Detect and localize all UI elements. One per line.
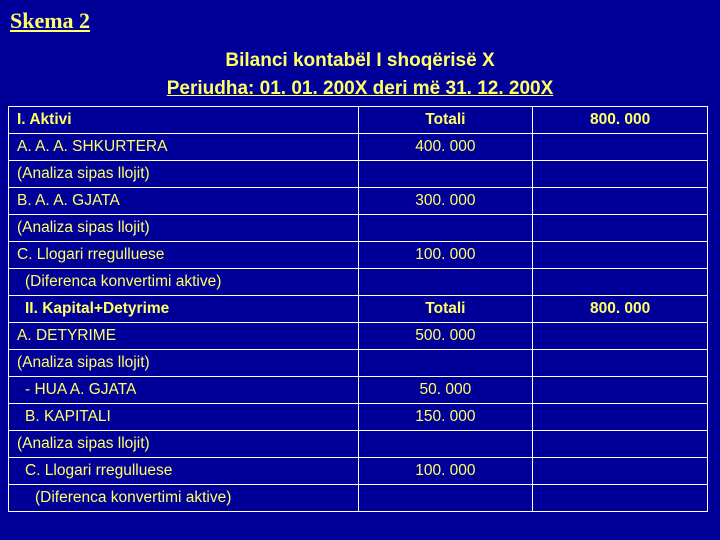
- row-subtotal: [358, 215, 533, 242]
- table-row: I. AktiviTotali800. 000: [9, 107, 708, 134]
- table-row: A. DETYRIME500. 000: [9, 323, 708, 350]
- row-subtotal: 100. 000: [358, 458, 533, 485]
- row-total: [533, 431, 708, 458]
- row-subtotal: [358, 350, 533, 377]
- row-label: - HUA A. GJATA: [9, 377, 359, 404]
- row-total: [533, 161, 708, 188]
- row-total: [533, 269, 708, 296]
- table-row: (Diferenca konvertimi aktive): [9, 485, 708, 512]
- table-row: A. A. A. SHKURTERA400. 000: [9, 134, 708, 161]
- table-row: (Analiza sipas llojit): [9, 431, 708, 458]
- row-subtotal: 150. 000: [358, 404, 533, 431]
- row-total: [533, 242, 708, 269]
- balance-subtitle: Bilanci kontabël I shoqërisë X: [0, 36, 720, 76]
- row-label: (Diferenca konvertimi aktive): [9, 269, 359, 296]
- row-subtotal: 500. 000: [358, 323, 533, 350]
- row-label: (Analiza sipas llojit): [9, 431, 359, 458]
- row-label: A. DETYRIME: [9, 323, 359, 350]
- row-total: [533, 188, 708, 215]
- row-subtotal: [358, 485, 533, 512]
- table-row: II. Kapital+DetyrimeTotali800. 000: [9, 296, 708, 323]
- row-total: [533, 215, 708, 242]
- row-total: [533, 404, 708, 431]
- row-label: II. Kapital+Detyrime: [9, 296, 359, 323]
- row-subtotal: [358, 431, 533, 458]
- row-label: C. Llogari rregulluese: [9, 242, 359, 269]
- table-row: - HUA A. GJATA50. 000: [9, 377, 708, 404]
- table-row: C. Llogari rregulluese100. 000: [9, 458, 708, 485]
- row-subtotal: 100. 000: [358, 242, 533, 269]
- table-row: (Analiza sipas llojit): [9, 215, 708, 242]
- row-subtotal: [358, 269, 533, 296]
- row-label: A. A. A. SHKURTERA: [9, 134, 359, 161]
- row-subtotal: [358, 161, 533, 188]
- table-row: B. KAPITALI150. 000: [9, 404, 708, 431]
- table-row: C. Llogari rregulluese100. 000: [9, 242, 708, 269]
- row-total: [533, 350, 708, 377]
- row-total: [533, 377, 708, 404]
- row-total: [533, 134, 708, 161]
- row-total: 800. 000: [533, 296, 708, 323]
- balance-table: I. AktiviTotali800. 000A. A. A. SHKURTER…: [8, 106, 708, 512]
- row-label: B. KAPITALI: [9, 404, 359, 431]
- row-label: (Analiza sipas llojit): [9, 215, 359, 242]
- table-row: (Diferenca konvertimi aktive): [9, 269, 708, 296]
- row-subtotal: 400. 000: [358, 134, 533, 161]
- row-label: C. Llogari rregulluese: [9, 458, 359, 485]
- row-label: (Analiza sipas llojit): [9, 350, 359, 377]
- period-line: Periudha: 01. 01. 200X deri më 31. 12. 2…: [0, 76, 720, 106]
- row-total: [533, 323, 708, 350]
- row-total: 800. 000: [533, 107, 708, 134]
- row-total: [533, 458, 708, 485]
- row-label: I. Aktivi: [9, 107, 359, 134]
- row-label: (Diferenca konvertimi aktive): [9, 485, 359, 512]
- row-subtotal: Totali: [358, 296, 533, 323]
- row-total: [533, 485, 708, 512]
- row-subtotal: 50. 000: [358, 377, 533, 404]
- table-row: B. A. A. GJATA300. 000: [9, 188, 708, 215]
- row-label: (Analiza sipas llojit): [9, 161, 359, 188]
- row-subtotal: Totali: [358, 107, 533, 134]
- table-row: (Analiza sipas llojit): [9, 350, 708, 377]
- page-title: Skema 2: [0, 0, 720, 36]
- table-row: (Analiza sipas llojit): [9, 161, 708, 188]
- row-label: B. A. A. GJATA: [9, 188, 359, 215]
- row-subtotal: 300. 000: [358, 188, 533, 215]
